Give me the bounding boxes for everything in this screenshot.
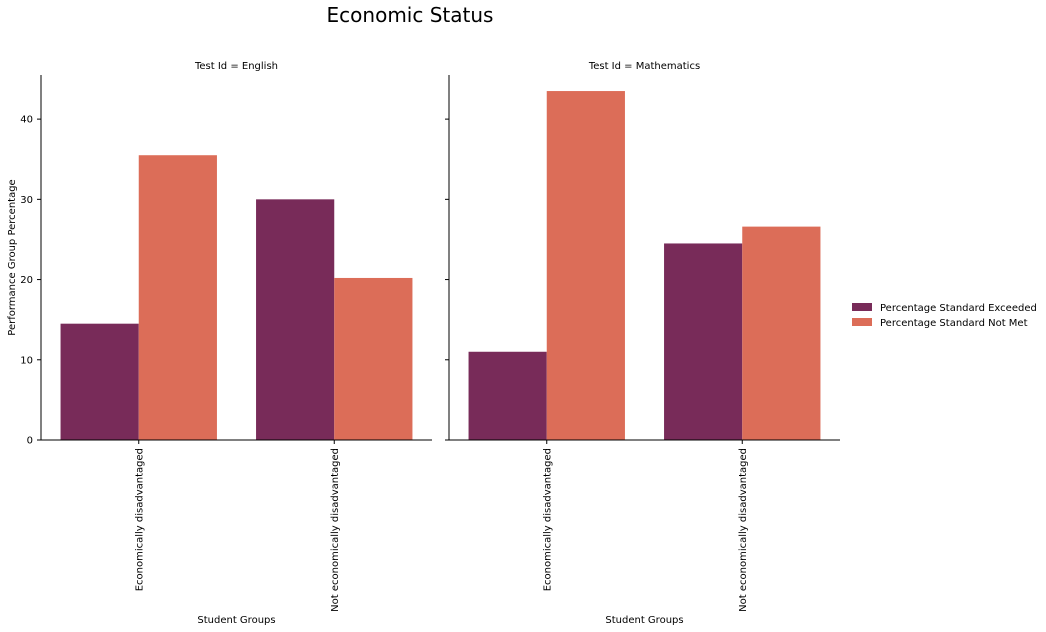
bar-percentage-standard-exceeded-1 [664, 243, 743, 440]
legend-swatch [852, 303, 872, 311]
bar-percentage-standard-not-met-1 [742, 226, 821, 440]
x-tick-label: Economically disadvantaged [542, 448, 553, 591]
bar-percentage-standard-exceeded-1 [256, 199, 335, 440]
x-axis-label: Student Groups [197, 615, 275, 626]
chart-title: Economic Status [327, 3, 494, 27]
legend-swatch [852, 318, 872, 326]
panel-1: Test Id = Mathematics Economically disadv… [445, 61, 840, 626]
legend-label: Percentage Standard Not Met [880, 318, 1028, 329]
y-tick-label: 40 [20, 115, 33, 126]
chart-panels: Test Id = English 0 10 20 30 40 Economically d… [7, 61, 840, 626]
x-axis-label: Student Groups [605, 615, 683, 626]
y-tick-label: 20 [20, 275, 33, 286]
bar-percentage-standard-exceeded-0 [60, 323, 139, 440]
bar-percentage-standard-not-met-0 [138, 155, 217, 440]
x-tick-label: Not economically disadvantaged [330, 448, 341, 612]
y-tick-label: 0 [27, 436, 33, 447]
bar-percentage-standard-not-met-0 [546, 91, 625, 441]
y-tick-label: 10 [20, 355, 33, 366]
legend: Percentage Standard Exceeded Percentage S… [852, 303, 1037, 329]
x-tick-label: Economically disadvantaged [134, 448, 145, 591]
y-axis-label: Performance Group Percentage [7, 179, 18, 335]
y-tick-label: 30 [20, 195, 33, 206]
panel-title: Test Id = Mathematics [588, 61, 700, 72]
bar-percentage-standard-exceeded-0 [468, 351, 547, 440]
panel-0: Test Id = English 0 10 20 30 40 Economically d… [7, 61, 432, 626]
x-tick-label: Not economically disadvantaged [738, 448, 749, 612]
panel-title: Test Id = English [194, 61, 278, 72]
bar-percentage-standard-not-met-1 [334, 277, 413, 440]
legend-label: Percentage Standard Exceeded [880, 303, 1037, 314]
